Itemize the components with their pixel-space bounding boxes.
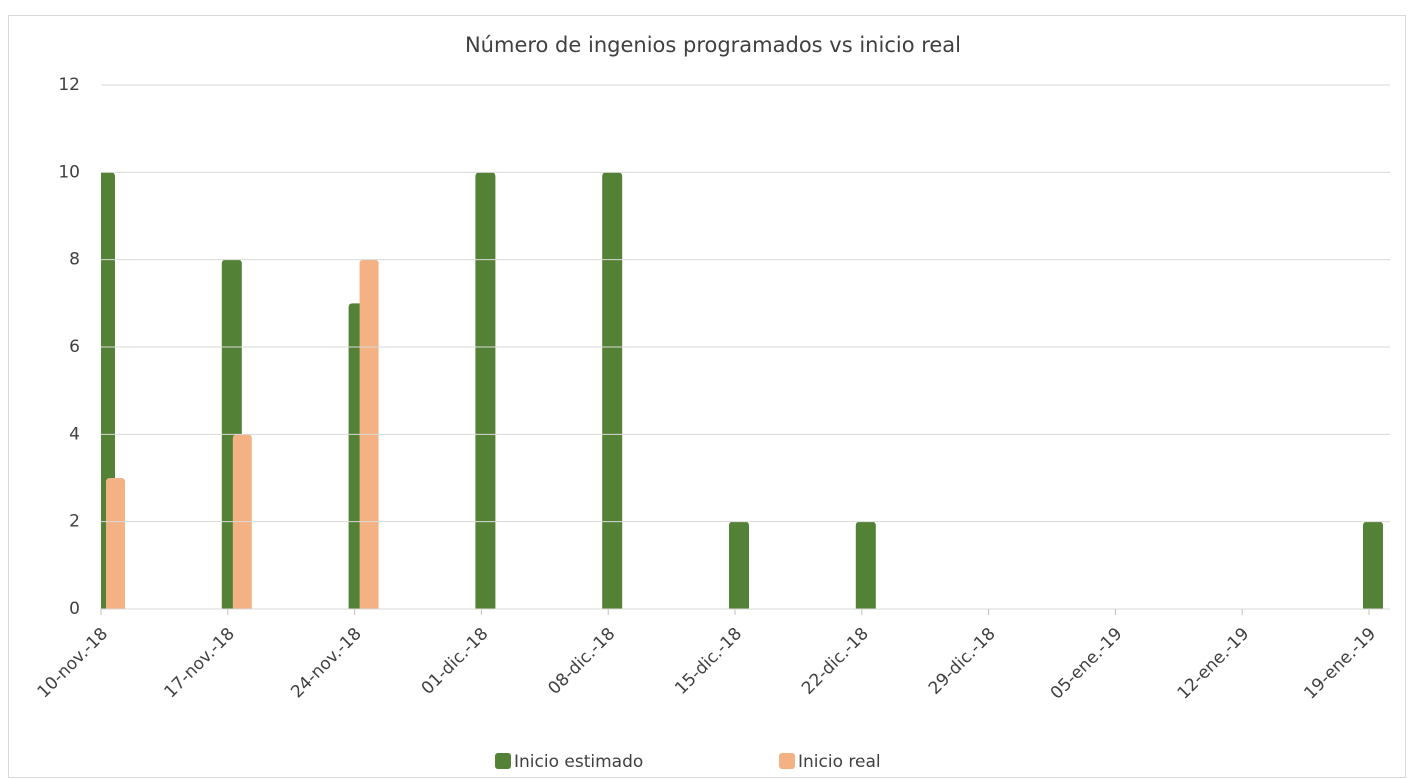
y-tick-label: 4 [69,424,80,444]
y-tick-label: 6 [69,337,80,357]
legend-swatch [495,753,511,769]
bar [106,478,125,609]
bar [602,172,623,610]
y-tick-label: 10 [58,162,80,182]
bar [729,521,749,609]
y-tick-label: 2 [69,512,80,532]
bar [855,521,876,609]
legend-swatch [779,753,795,769]
y-tick-label: 12 [58,75,80,95]
legend-label: Inicio estimado [514,752,643,772]
chart-title: Número de ingenios programados vs inicio… [465,33,961,57]
y-tick-label: 8 [69,250,80,270]
bar [475,172,496,610]
bar [1363,521,1383,609]
legend-label: Inicio real [798,752,881,772]
y-tick-label: 0 [69,599,80,619]
